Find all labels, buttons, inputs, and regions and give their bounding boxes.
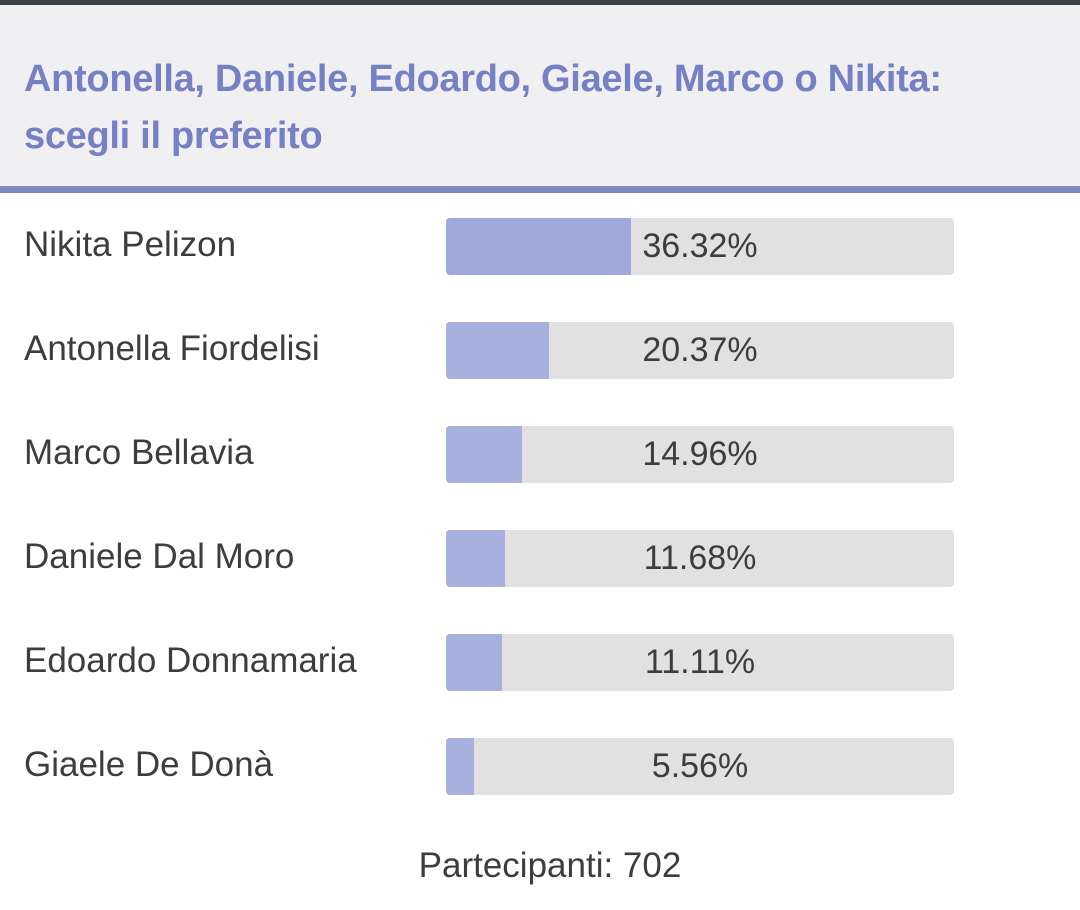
option-label: Antonella Fiordelisi: [24, 329, 320, 368]
result-percent: 20.37%: [642, 331, 758, 369]
poll-title: Antonella, Daniele, Edoardo, Giaele, Mar…: [24, 58, 942, 157]
top-strip: [0, 0, 1080, 5]
result-percent: 36.32%: [642, 227, 758, 265]
result-bar: 11.11%: [446, 634, 954, 691]
poll-option-antonella-fiordelisi[interactable]: Antonella Fiordelisi 20.37%: [0, 297, 1080, 401]
result-percent: 14.96%: [642, 435, 758, 473]
poll-header: Antonella, Daniele, Edoardo, Giaele, Mar…: [0, 5, 1080, 186]
result-percent: 11.68%: [643, 539, 757, 577]
result-bar-fill: [446, 530, 506, 587]
header-divider: [0, 186, 1080, 193]
result-bar-fill: [446, 426, 522, 483]
result-bar: 5.56%: [446, 738, 954, 795]
poll-option-nikita-pelizon[interactable]: Nikita Pelizon 36.32%: [0, 193, 1080, 297]
option-label: Edoardo Donnamaria: [24, 641, 357, 680]
result-bar: 14.96%: [446, 426, 954, 483]
participants-count: Partecipanti: 702: [418, 846, 682, 885]
poll-option-edoardo-donnamaria[interactable]: Edoardo Donnamaria 11.11%: [0, 609, 1080, 713]
poll-option-marco-bellavia[interactable]: Marco Bellavia 14.96%: [0, 401, 1080, 505]
option-label: Nikita Pelizon: [24, 225, 237, 264]
poll-option-daniele-dal-moro[interactable]: Daniele Dal Moro 11.68%: [0, 505, 1080, 609]
result-bar-fill: [446, 634, 503, 691]
result-bar: 11.68%: [446, 530, 954, 587]
option-label: Daniele Dal Moro: [24, 537, 295, 576]
result-bar: 36.32%: [446, 218, 954, 275]
option-label: Marco Bellavia: [24, 433, 254, 472]
result-percent: 5.56%: [651, 747, 749, 785]
result-percent: 11.11%: [644, 643, 756, 681]
result-bar-fill: [446, 738, 475, 795]
result-bar: 20.37%: [446, 322, 954, 379]
poll-options: Nikita Pelizon 36.32% Antonella Fiordeli…: [0, 193, 1080, 817]
result-bar-fill: [446, 322, 550, 379]
result-bar-fill: [446, 218, 631, 275]
poll-option-giaele-de-dona[interactable]: Giaele De Donà 5.56%: [0, 713, 1080, 817]
option-label: Giaele De Donà: [24, 745, 274, 784]
